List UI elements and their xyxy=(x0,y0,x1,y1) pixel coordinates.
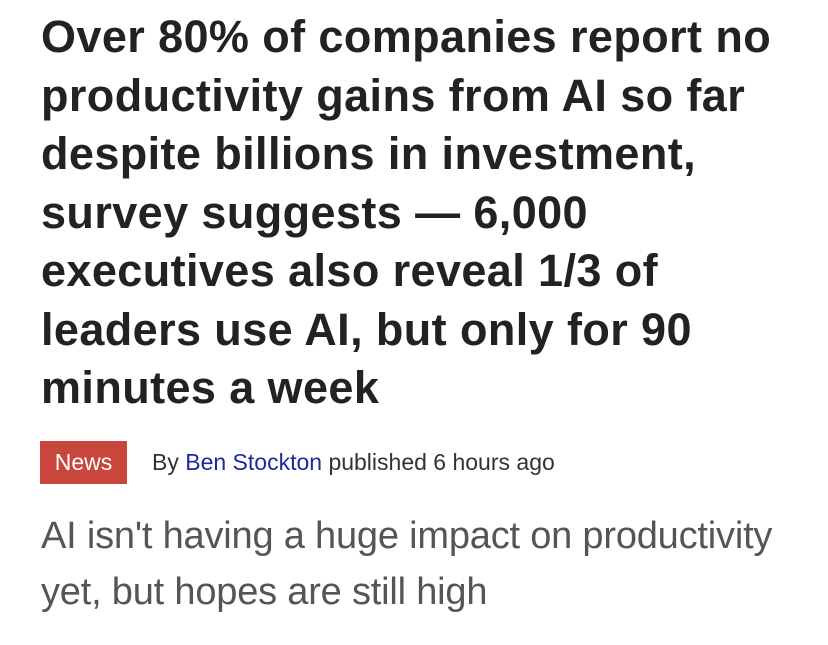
published-label: published xyxy=(328,449,427,475)
article-subtitle: AI isn't having a huge impact on product… xyxy=(41,515,773,613)
author-link[interactable]: Ben Stockton xyxy=(185,449,323,475)
byline: By Ben Stockton published 6 hours ago xyxy=(152,449,555,476)
byline-prefix: By xyxy=(152,449,179,475)
published-time: 6 hours ago xyxy=(433,449,555,475)
category-badge[interactable]: News xyxy=(40,441,127,484)
article-title: Over 80% of companies report no producti… xyxy=(41,11,772,413)
article-meta: News By Ben Stockton published 6 hours a… xyxy=(40,441,555,484)
